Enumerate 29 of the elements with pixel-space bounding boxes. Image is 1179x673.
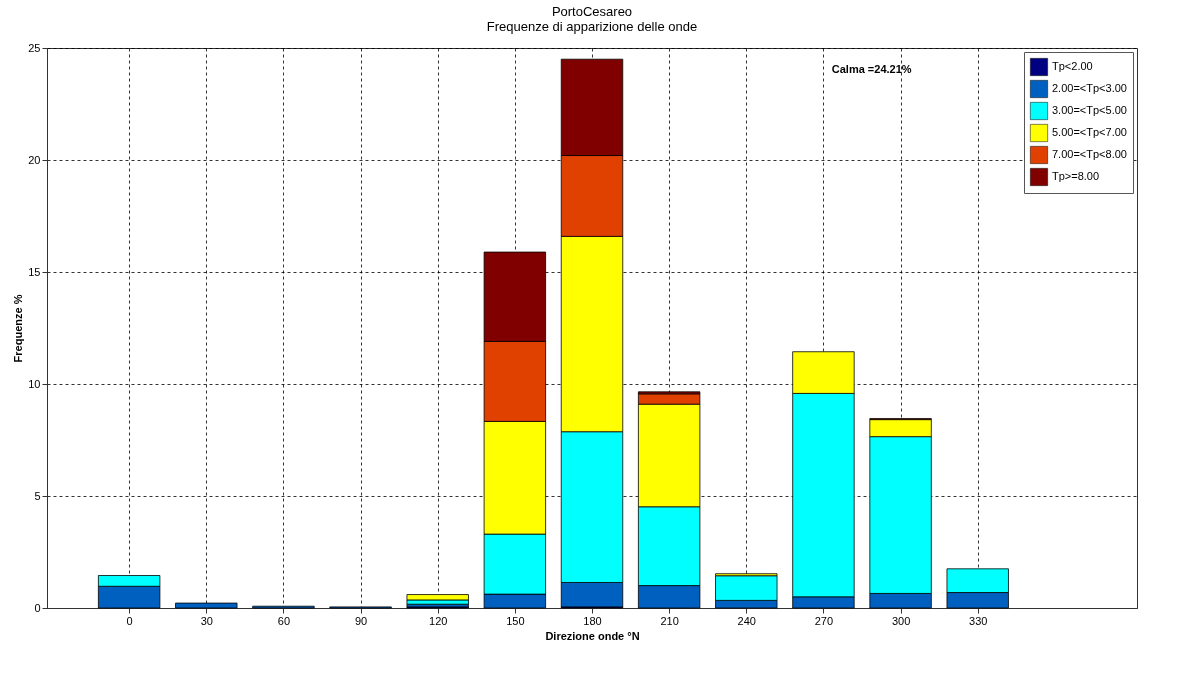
x-tick-label: 270 [814,614,834,627]
legend-label: 5.00=<Tp<7.00 [1052,126,1127,138]
x-tick-label: 0 [126,614,133,627]
x-tick-label: 180 [583,614,602,627]
x-tick-label: 300 [891,614,911,627]
annotation: Calma =24.21% [831,63,912,75]
x-tick-label: 330 [969,614,988,627]
legend-label: Tp<2.00 [1052,60,1093,72]
x-tick-label: 90 [354,614,368,627]
x-axis-title: Direzione onde °N [545,629,640,642]
y-tick-label: 15 [28,265,41,278]
chart-title: PortoCesareo [551,4,633,19]
x-tick-label: 150 [506,614,525,627]
y-tick-label: 20 [28,153,41,166]
y-tick-label: 10 [28,377,41,390]
legend-label: Tp>=8.00 [1052,170,1100,182]
y-tick-label: 5 [34,489,41,502]
x-tick-label: 210 [660,614,679,627]
x-tick-label: 60 [277,614,291,627]
y-axis-title: Frequenze % [12,294,25,363]
x-tick-label: 240 [737,614,756,627]
y-tick-label: 25 [28,41,41,54]
chart-subtitle: Frequenze di apparizione delle onde [486,19,698,34]
y-tick-label: 0 [34,601,41,614]
x-tick-label: 120 [429,614,448,627]
x-tick-label: 30 [200,614,213,627]
legend-label: 7.00=<Tp<8.00 [1052,148,1127,160]
legend-label: 2.00=<Tp<3.00 [1052,82,1127,94]
legend-label: 3.00=<Tp<5.00 [1052,104,1127,116]
